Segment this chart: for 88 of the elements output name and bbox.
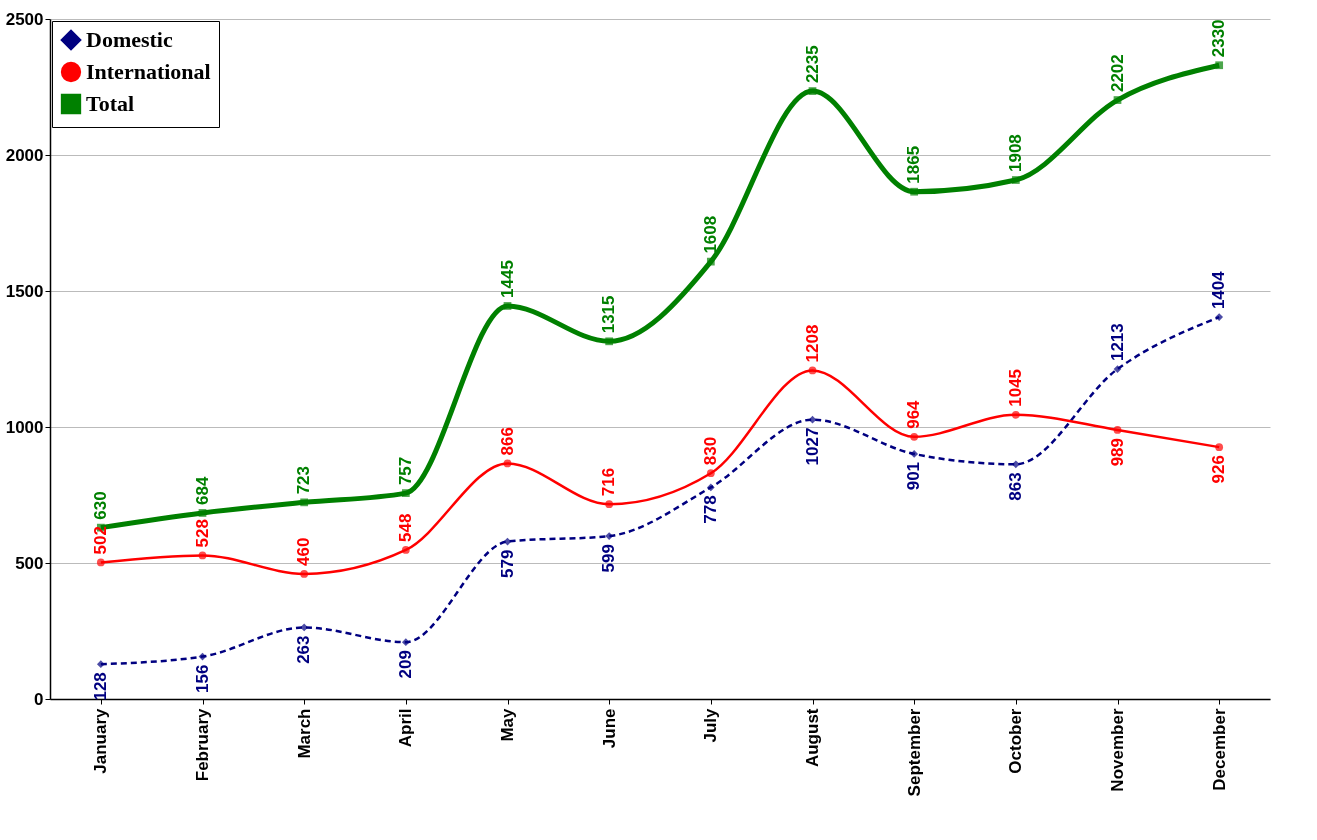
x-tick-label: May [498, 707, 517, 742]
point [808, 87, 817, 95]
point [503, 459, 512, 468]
data-label: 1404 [1209, 270, 1229, 310]
point [910, 432, 919, 441]
data-label: 863 [1005, 472, 1025, 501]
data-label: 128 [90, 672, 110, 701]
x-tick-label: April [396, 708, 416, 748]
point [1215, 61, 1224, 70]
point [300, 570, 309, 578]
point [910, 187, 919, 196]
y-tick-label: 2000 [5, 145, 44, 165]
point [706, 469, 715, 478]
x-tick-label: February [193, 707, 212, 782]
data-label: 263 [294, 635, 314, 664]
point [1215, 313, 1224, 321]
data-label: 684 [192, 476, 212, 505]
data-label: 630 [90, 491, 110, 520]
x-tick-label: December [1209, 708, 1229, 791]
data-label: 460 [294, 537, 314, 566]
data-label: 2202 [1107, 54, 1127, 93]
data-label: 599 [599, 544, 619, 573]
data-label: 1208 [802, 324, 822, 363]
x-tick-label: October [1006, 708, 1026, 774]
data-label: 209 [395, 650, 415, 679]
y-tick-label: 1500 [5, 281, 44, 301]
x-tick-label: November [1108, 708, 1127, 792]
data-label: 1045 [1005, 368, 1025, 407]
data-label: 964 [904, 399, 924, 429]
x-tick-label: August [803, 708, 822, 768]
legend-label: Total [86, 91, 135, 116]
point [706, 257, 715, 266]
point [300, 623, 309, 632]
point [1011, 176, 1020, 184]
data-label: 579 [497, 549, 517, 578]
data-label: 548 [395, 513, 415, 542]
x-tick-label: March [294, 708, 314, 759]
data-label: 989 [1107, 437, 1127, 467]
x-tick-label: January [91, 707, 111, 774]
y-tick-label: 1000 [5, 417, 44, 437]
point [1215, 443, 1224, 451]
x-tick-label: September [904, 708, 924, 797]
x-tick-label: June [599, 708, 619, 749]
data-label: 757 [395, 456, 415, 486]
data-label: 901 [904, 461, 924, 491]
data-label: 1445 [497, 260, 517, 298]
point [401, 546, 410, 554]
data-label: 2330 [1209, 19, 1229, 58]
data-label: 778 [700, 495, 720, 524]
y-tick-label: 500 [15, 553, 44, 573]
legend-label: Domestic [86, 27, 173, 52]
point [605, 337, 614, 346]
point [1113, 96, 1122, 104]
point [808, 415, 817, 424]
data-label: 716 [599, 467, 619, 497]
data-label: 830 [700, 436, 720, 466]
point [706, 483, 715, 492]
data-label: 528 [192, 519, 212, 548]
data-label: 723 [294, 465, 314, 495]
point [300, 498, 309, 507]
data-label: 866 [497, 427, 517, 456]
data-label: 1865 [904, 145, 924, 184]
data-label: 1908 [1005, 134, 1025, 173]
point [401, 489, 410, 497]
point [910, 450, 919, 458]
point [1113, 365, 1122, 373]
x-tick-label: July [701, 707, 721, 743]
data-label: 1315 [599, 295, 619, 334]
point [1011, 410, 1020, 419]
point [1113, 426, 1122, 434]
point [96, 558, 105, 567]
data-label: 1213 [1107, 323, 1127, 362]
data-label: 1608 [700, 215, 720, 254]
point [198, 509, 207, 517]
point [401, 638, 410, 647]
point [198, 551, 207, 560]
data-label: 502 [90, 526, 110, 555]
data-label: 2235 [802, 45, 822, 84]
data-label: 1027 [802, 427, 822, 466]
data-label: 926 [1209, 455, 1229, 484]
point [808, 366, 817, 375]
data-label: 156 [192, 664, 212, 693]
point [503, 302, 512, 310]
point [96, 660, 105, 669]
legend-label: International [86, 59, 211, 84]
point [605, 500, 614, 509]
y-tick-label: 0 [34, 689, 44, 709]
y-tick-label: 2500 [5, 9, 44, 29]
